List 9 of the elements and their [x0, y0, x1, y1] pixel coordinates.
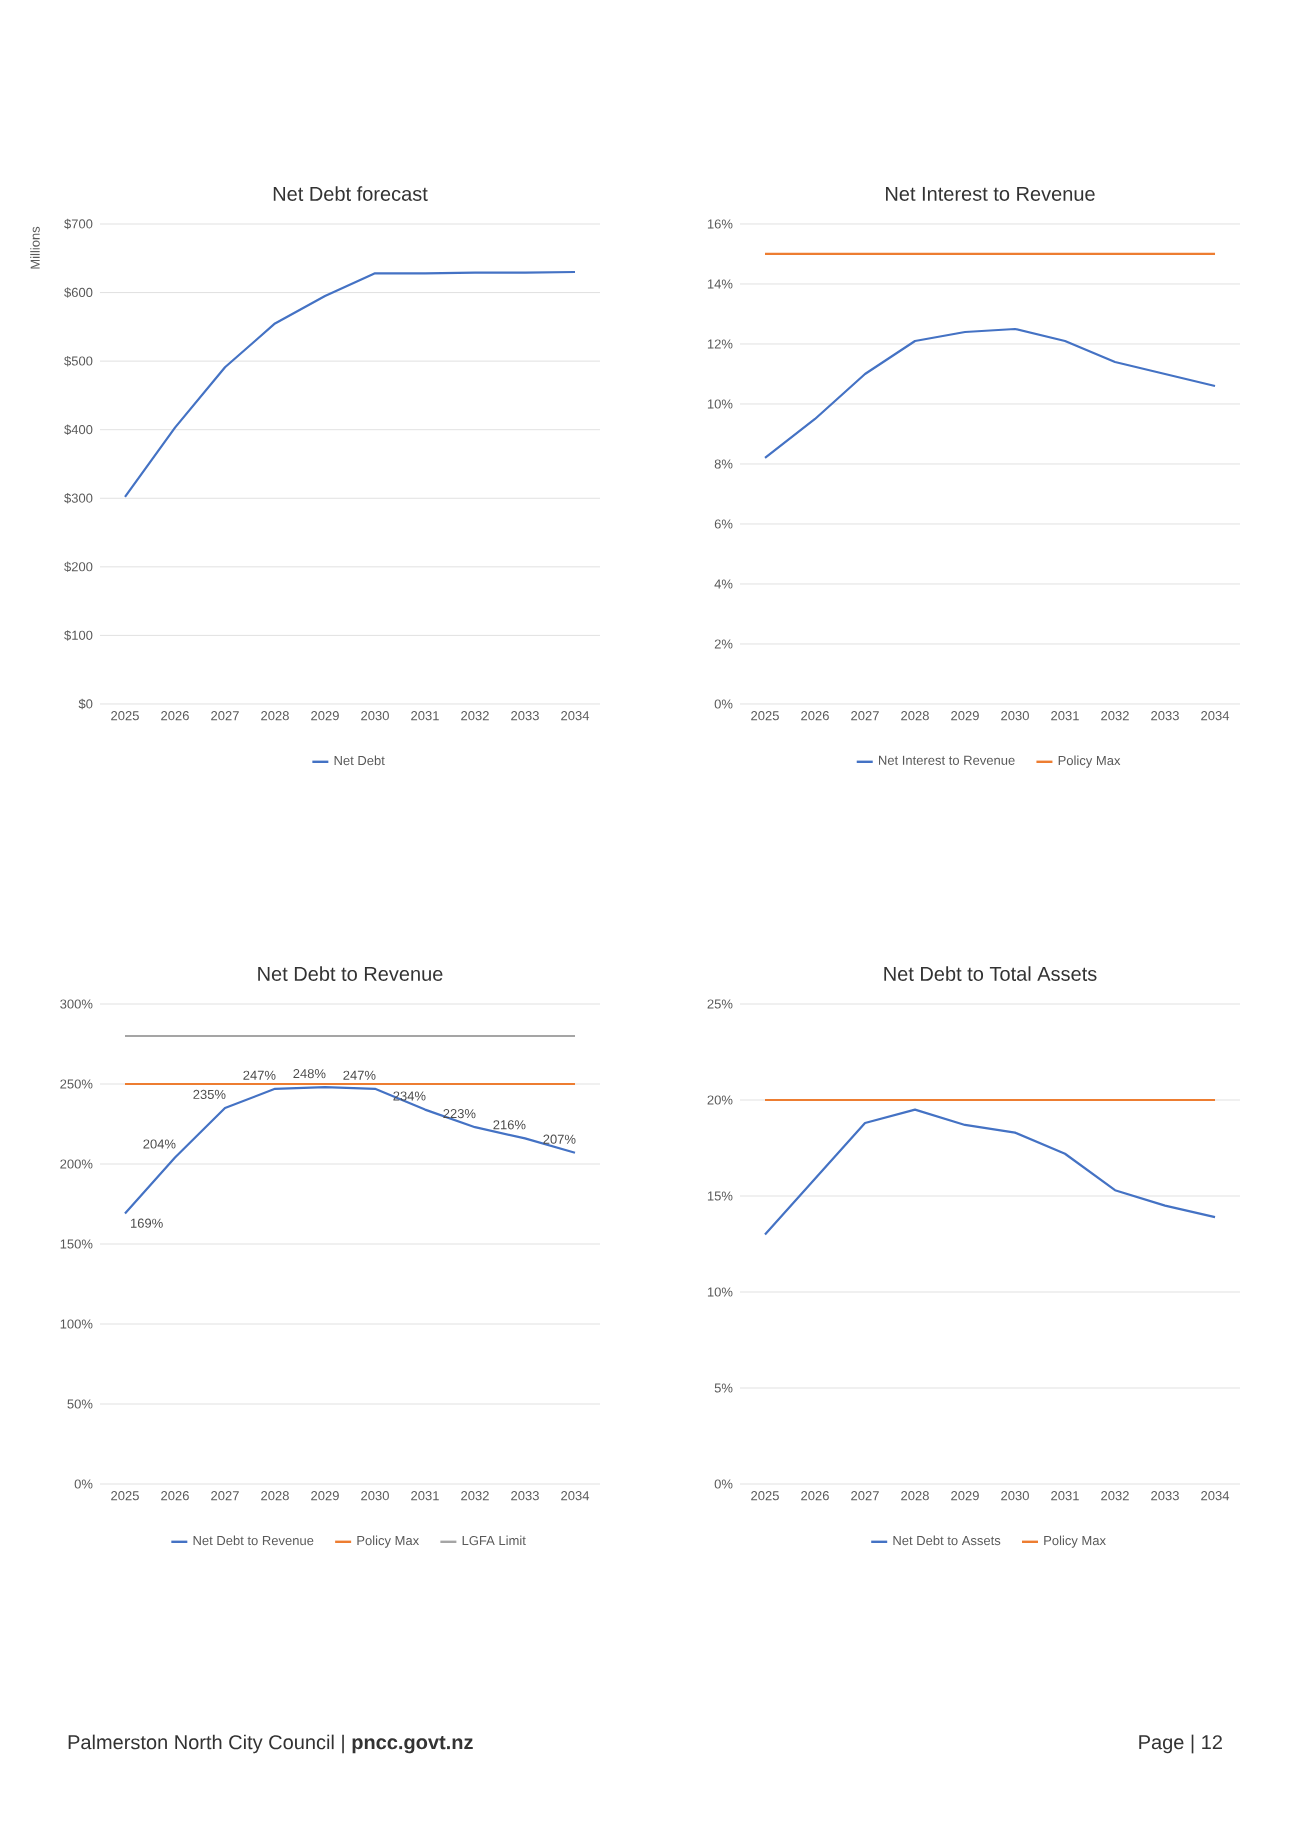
- text: Palmerston North City Council | pncc.govt.nz: [68, 1734, 473, 1754]
- line-series: [123, 1086, 577, 1215]
- line-series: [763, 1108, 1217, 1236]
- chart-title: Net Debt to Revenue: [258, 966, 443, 981]
- line-series: [123, 270, 577, 498]
- text: Page | 12: [1139, 1734, 1222, 1754]
- chart-title: Net Debt to Total Assets: [884, 966, 1097, 981]
- chart-title: Net Interest to Revenue: [886, 186, 1095, 201]
- chart-title: Net Debt forecast: [273, 186, 428, 201]
